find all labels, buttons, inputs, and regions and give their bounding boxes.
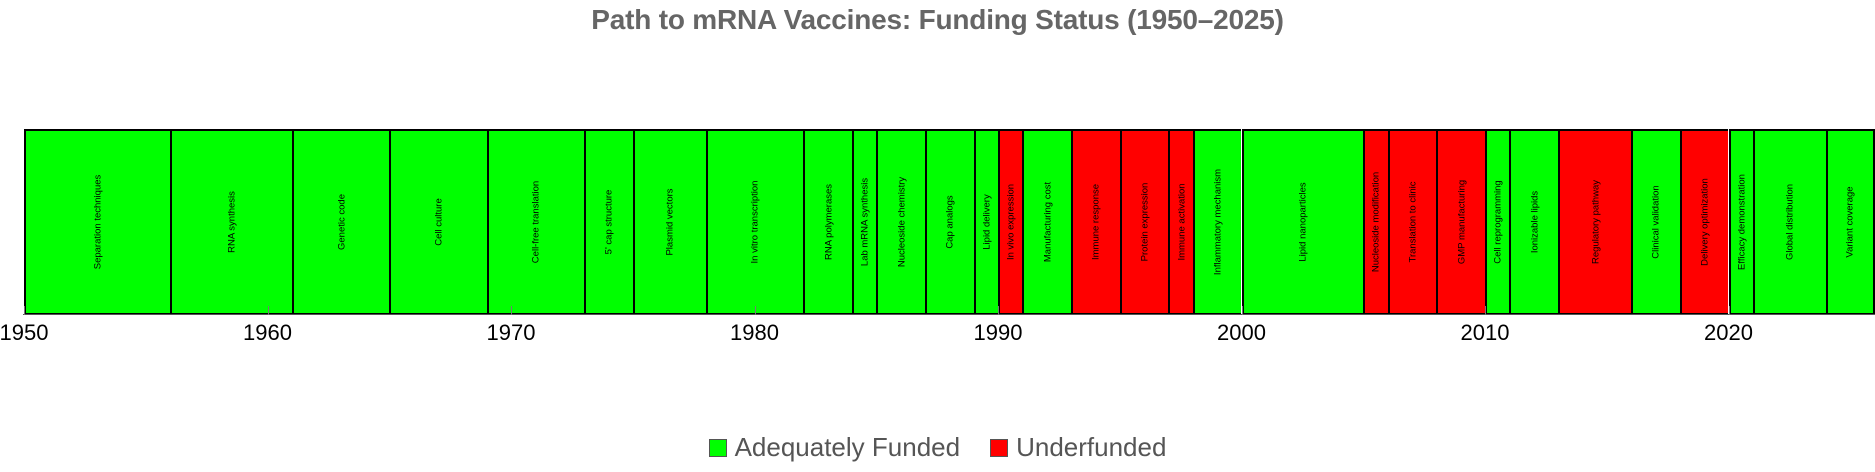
segment-label: Manufacturing cost — [1042, 181, 1054, 263]
x-tick-label: 1990 — [973, 320, 1023, 345]
x-tick-label: 1980 — [730, 320, 779, 345]
timeline-segment: Lab mRNA synthesis — [851, 129, 877, 315]
legend-swatch-underfunded-icon — [990, 438, 1009, 457]
x-tick-mark — [754, 306, 756, 315]
timeline-segment: Delivery optimization — [1679, 129, 1729, 315]
timeline-segment: Cell culture — [389, 129, 487, 315]
segment-label: Lab mRNA synthesis — [859, 177, 871, 267]
segment-label: GMP manufacturing — [1456, 179, 1468, 265]
x-tick-label: 1970 — [486, 320, 536, 345]
timeline-segment: Variant coverage — [1825, 129, 1875, 315]
x-tick-mark — [1241, 306, 1243, 315]
segment-label: Nucleoside chemistry — [896, 176, 908, 268]
timeline-segment: Lipid nanoparticles — [1241, 129, 1364, 315]
segment-label: Translation to clinic — [1407, 181, 1419, 263]
x-tick-mark — [511, 306, 512, 315]
timeline-segment: RNA polymerases — [803, 129, 852, 315]
x-tick-mark — [1485, 306, 1486, 315]
timeline-segment: Protein expression — [1119, 129, 1169, 315]
x-tick-label: 2020 — [1704, 320, 1753, 345]
timeline-segment: In vitro transcription — [705, 129, 804, 315]
segment-label: Genetic code — [336, 194, 348, 250]
segment-label: Cap analogs — [944, 195, 956, 249]
segment-label: Immune response — [1090, 183, 1102, 261]
segment-label: In vitro transcription — [749, 180, 761, 264]
legend-item-funded: Adequately Funded — [708, 432, 961, 463]
timeline-segment: Inflammatory mechanism — [1192, 129, 1242, 315]
segment-label: In vivo expression — [1005, 183, 1017, 261]
segment-label: Immune activation — [1176, 183, 1188, 261]
segment-label: Nucleoside modification — [1370, 171, 1382, 273]
legend: Adequately Funded Underfunded — [0, 432, 1875, 463]
timeline-segment: Regulatory pathway — [1558, 129, 1632, 315]
timeline-segment: Clinical validation — [1631, 129, 1680, 315]
timeline-segment: Cell reprogramming — [1485, 129, 1510, 315]
timeline-segment: Nucleoside modification — [1363, 129, 1388, 315]
timeline-segment: Translation to clinic — [1387, 129, 1437, 315]
timeline-segment: RNA synthesis — [170, 129, 292, 315]
legend-item-underfunded: Underfunded — [990, 432, 1166, 463]
segment-label: Ionizable lipids — [1529, 190, 1541, 254]
segment-label: Plasmid vectors — [664, 188, 676, 256]
segment-label: Variant coverage — [1844, 186, 1856, 258]
x-tick-mark — [1728, 306, 1730, 315]
segment-label: Clinical validation — [1650, 185, 1662, 259]
timeline-segment: Genetic code — [291, 129, 390, 315]
timeline-segment: Ionizable lipids — [1509, 129, 1559, 315]
segment-label: Protein expression — [1139, 182, 1151, 262]
timeline-segment: GMP manufacturing — [1436, 129, 1485, 315]
timeline-segment: Separation techniques — [24, 129, 171, 315]
x-tick-label: 2000 — [1217, 320, 1266, 345]
x-tick-mark — [267, 306, 269, 315]
timeline-segment: Manufacturing cost — [1022, 129, 1072, 315]
segment-label: Inflammatory mechanism — [1212, 168, 1224, 276]
timeline-segment: Nucleoside chemistry — [876, 129, 925, 315]
segment-label: Lipid nanoparticles — [1297, 182, 1309, 262]
segment-label: Cell culture — [433, 198, 445, 246]
segment-label: RNA polymerases — [823, 183, 835, 261]
timeline-segment: Immune activation — [1168, 129, 1193, 315]
segment-label: Cell-free translation — [530, 180, 542, 264]
segment-label: Efficacy demonstration — [1736, 174, 1748, 270]
timeline-segment: 5' cap structure — [584, 129, 633, 315]
timeline-segment: Lipid delivery — [973, 129, 998, 315]
timeline-segment: Efficacy demonstration — [1728, 129, 1753, 315]
timeline-segment: In vivo expression — [998, 129, 1023, 315]
timeline-segment: Cell-free translation — [486, 129, 585, 315]
x-tick-mark — [24, 306, 25, 315]
timeline-segment: Plasmid vectors — [632, 129, 706, 315]
legend-label-underfunded: Underfunded — [1016, 432, 1167, 462]
segment-label: Separation techniques — [92, 174, 104, 270]
x-tick-label: 2010 — [1460, 320, 1510, 345]
segment-label: RNA synthesis — [226, 191, 238, 253]
x-tick-label: 1950 — [0, 320, 49, 345]
timeline-segment: Cap analogs — [924, 129, 974, 315]
x-tick-mark — [998, 306, 999, 315]
segment-label: 5' cap structure — [603, 189, 615, 255]
legend-swatch-funded-icon — [708, 438, 727, 457]
x-tick-label: 1960 — [243, 320, 292, 345]
segment-label: Cell reprogramming — [1492, 180, 1504, 264]
segment-label: Lipid delivery — [981, 194, 993, 250]
chart-title: Path to mRNA Vaccines: Funding Status (1… — [591, 4, 1284, 35]
segment-label: Regulatory pathway — [1590, 180, 1602, 264]
x-axis-line — [23, 314, 1875, 315]
timeline-segment: Immune response — [1071, 129, 1120, 315]
segment-label: Delivery optimization — [1699, 178, 1711, 266]
segment-label: Global distribution — [1784, 183, 1796, 261]
legend-label-funded: Adequately Funded — [734, 432, 961, 462]
timeline-segment: Global distribution — [1752, 129, 1826, 315]
